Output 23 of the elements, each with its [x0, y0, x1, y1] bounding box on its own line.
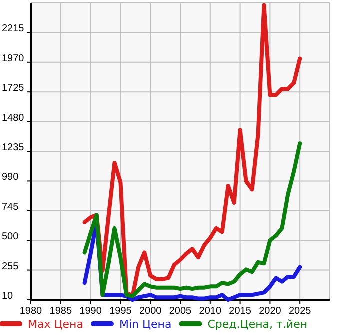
x-tick-label: 2000 [139, 306, 162, 318]
x-tick-label: 2010 [199, 306, 222, 318]
y-tick-label: 2215 [2, 24, 25, 35]
x-tick-label: 1980 [20, 306, 43, 318]
x-tick-label: 2015 [229, 306, 252, 318]
x-tick-label: 2025 [288, 306, 312, 318]
y-tick-label: 1970 [2, 53, 25, 64]
x-tick-label: 1985 [50, 306, 72, 318]
x-tick-label: 1990 [80, 306, 102, 318]
y-tick-label: 1725 [2, 83, 25, 94]
legend-label: Min Цена [119, 318, 172, 331]
x-tick-label: 2020 [259, 306, 282, 318]
y-tick-label: 255 [2, 261, 20, 272]
x-tick-label: 1995 [110, 306, 132, 318]
y-tick-label: 500 [2, 232, 20, 243]
y-tick-label: 1235 [2, 142, 25, 154]
y-tick-label: 990 [2, 172, 20, 184]
y-tick-label: 1480 [2, 112, 25, 124]
legend-label: Сред.Цена, т.йен [208, 318, 308, 331]
x-tick-label: 2005 [169, 306, 192, 318]
legend-label: Max Цена [28, 318, 84, 331]
y-tick-label: 10 [2, 291, 14, 302]
y-tick-label: 745 [2, 202, 20, 213]
